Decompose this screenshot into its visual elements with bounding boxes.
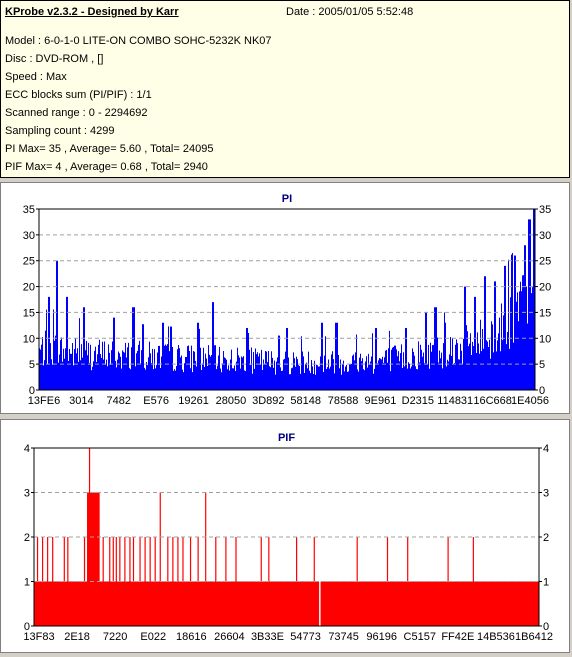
y-tick-label-right: 1: [543, 577, 549, 589]
y-tick-label: 20: [23, 282, 35, 294]
y-tick-label: 4: [24, 443, 30, 455]
ecc-line: ECC blocks sum (PI/PIF) : 1/1: [5, 89, 152, 101]
y-tick-label-right: 4: [543, 443, 549, 455]
app-title: KProbe v2.3.2 - Designed by Karr: [5, 6, 179, 18]
y-tick-label-right: 5: [539, 359, 545, 371]
pif-baseline-fill: [34, 581, 539, 626]
y-tick-label-right: 15: [539, 307, 551, 319]
pif-dense-block: [87, 492, 100, 626]
y-tick-label-right: 2: [543, 532, 549, 544]
y-tick-label: 2: [24, 532, 30, 544]
x-tick-label: E576: [143, 395, 169, 407]
y-tick-label: 35: [23, 204, 35, 216]
x-tick-label: 3014: [69, 395, 93, 407]
x-tick-label: 54773: [290, 631, 321, 643]
pi-chart: PI 0 0 5 5 10 10 15 15 20 20 25 25 30 30 35 35 13FE6 3014 7…: [23, 193, 552, 407]
x-tick-label: 7482: [107, 395, 131, 407]
x-tick-label: 3B33E: [251, 631, 284, 643]
y-tick-label-right: 30: [539, 230, 551, 242]
pi-chart-panel: PI 0 0 5 5 10 10 15 15 20 20 25 25 30 30 35 35 13FE6 3014 7…: [0, 182, 570, 414]
scan-date: Date : 2005/01/05 5:52:48: [286, 6, 414, 18]
y-tick-label: 5: [29, 359, 35, 371]
scanned-range-line: Scanned range : 0 - 2294692: [5, 107, 148, 119]
x-tick-label: E022: [140, 631, 166, 643]
chart-title: PI: [282, 193, 292, 205]
y-tick-label-right: 3: [543, 488, 549, 500]
x-tick-label: 96196: [366, 631, 397, 643]
disc-line: Disc : DVD-ROM , []: [5, 53, 104, 65]
x-tick-label: 73745: [328, 631, 359, 643]
x-tick-label: 78588: [328, 395, 359, 407]
y-tick-label: 25: [23, 256, 35, 268]
x-tick-label: 9E961: [365, 395, 397, 407]
model-line: Model : 6-0-1-0 LITE-ON COMBO SOHC-5232K…: [5, 35, 272, 47]
pif-summary-line: PIF Max= 4 , Average= 0.68 , Total= 2940: [5, 161, 208, 173]
pif-chart-panel: PIF 0 0 1 1 2 2 3 3 4 4 13F83 2E18 7220 E022 18616 26604…: [0, 419, 570, 653]
y-tick-label: 0: [29, 385, 35, 397]
x-tick-label: 7220: [103, 631, 127, 643]
x-tick-label: 3D892: [252, 395, 284, 407]
y-tick-label-right: 0: [543, 621, 549, 633]
plot-border: [33, 447, 540, 627]
x-tick-label: 58148: [290, 395, 321, 407]
sampling-count-line: Sampling count : 4299: [5, 125, 115, 137]
plot-border: [38, 208, 536, 391]
y-tick-label-right: 0: [539, 385, 545, 397]
x-tick-label: 19261: [178, 395, 209, 407]
x-tick-label: 16C668: [473, 395, 512, 407]
pi-summary-line: PI Max= 35 , Average= 5.60 , Total= 2409…: [5, 143, 214, 155]
chart-title: PIF: [278, 432, 295, 444]
x-tick-label: 14B536: [477, 631, 515, 643]
y-tick-label: 3: [24, 488, 30, 500]
x-tick-label: 1E4056: [511, 395, 549, 407]
x-tick-label: 2E18: [64, 631, 90, 643]
x-tick-label: 26604: [214, 631, 245, 643]
pif-chart: PIF 0 0 1 1 2 2 3 3 4 4 13F83 2E18 7220 E022 18616 26604…: [23, 432, 553, 643]
x-tick-label: 28050: [216, 395, 247, 407]
y-tick-label-right: 35: [539, 204, 551, 216]
y-tick-label-right: 10: [539, 333, 551, 345]
x-tick-label: 114831: [437, 395, 473, 407]
x-tick-label: 13FE6: [28, 395, 60, 407]
y-tick-label: 0: [24, 621, 30, 633]
y-tick-label-right: 20: [539, 282, 551, 294]
x-tick-label: 13F83: [23, 631, 54, 643]
info-panel: KProbe v2.3.2 - Designed by Karr Date : …: [0, 0, 570, 178]
x-tick-label: 1B6412: [515, 631, 553, 643]
y-tick-label-right: 25: [539, 256, 551, 268]
y-tick-label: 30: [23, 230, 35, 242]
y-tick-label: 10: [23, 333, 35, 345]
x-tick-label: C5157: [404, 631, 436, 643]
y-tick-label: 1: [24, 577, 30, 589]
x-tick-label: 18616: [176, 631, 207, 643]
y-tick-label: 15: [23, 307, 35, 319]
x-tick-label: FF42E: [441, 631, 474, 643]
x-tick-label: D2315: [402, 395, 434, 407]
speed-line: Speed : Max: [5, 71, 67, 83]
